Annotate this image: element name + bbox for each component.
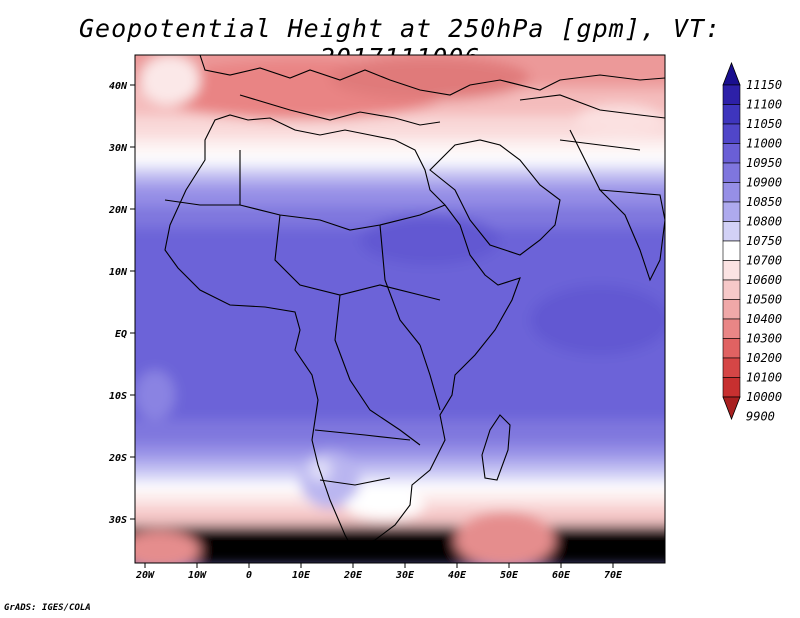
colorbar-swatch (722, 299, 741, 320)
lon-label: 0 (246, 570, 252, 581)
colorbar-swatch (722, 123, 741, 144)
colorbar-label: 11150 (746, 78, 782, 92)
lon-label: 30E (395, 570, 415, 581)
height-field (135, 55, 665, 563)
lon-label: 10W (188, 570, 207, 581)
colorbar-swatch (722, 279, 741, 300)
colorbar-label: 10900 (746, 176, 782, 190)
lat-label: 10S (109, 391, 127, 402)
colorbar-label: 11100 (746, 98, 782, 112)
lat-label: 40N (109, 81, 128, 92)
colorbar-label: 10600 (746, 273, 782, 287)
lat-label: 20S (108, 453, 127, 464)
lat-label: 20N (108, 205, 128, 216)
colorbar-swatch (722, 260, 741, 281)
plot-frame (134, 54, 666, 564)
colorbar-label: 10850 (746, 195, 782, 209)
coastlines (164, 55, 665, 549)
lon-label: 50E (500, 570, 519, 581)
colorbar-swatch (722, 201, 741, 222)
colorbar-label: 10200 (746, 351, 782, 365)
colorbar-label: 10800 (746, 215, 782, 229)
colorbar-swatch (722, 221, 741, 242)
lon-label: 20W (135, 570, 155, 581)
colorbar-label: 10000 (746, 390, 782, 404)
colorbar-label: 10750 (746, 234, 782, 248)
colorbar-label: 10700 (746, 254, 782, 268)
colorbar-label: 10500 (746, 293, 782, 307)
colorbar-label: 10950 (746, 156, 782, 170)
longitude-axis: 20W 10W 0 10E 20E 30E 40E 50E 60E 70E (135, 563, 623, 581)
lon-label: 60E (552, 570, 571, 581)
lon-label: 70E (604, 570, 623, 581)
latitude-axis: 40N 30N 20N 10N EQ 10S 20S 30S (108, 81, 135, 526)
lat-label: 30N (108, 143, 128, 154)
colorbar-swatch (722, 84, 741, 105)
colorbar-label: 10400 (746, 312, 782, 326)
colorbar-top-arrow (722, 61, 741, 86)
lon-label: 10E (292, 570, 311, 581)
lon-label: 20E (343, 570, 363, 581)
colorbar-label: 9900 (746, 410, 775, 424)
credit-text: GrADS: IGES/COLA (4, 603, 91, 613)
colorbar-swatch (722, 377, 741, 398)
colorbar-label: 11050 (746, 117, 782, 131)
lon-label: 40E (448, 570, 467, 581)
lat-label: EQ (115, 329, 127, 340)
colorbar-swatch (722, 338, 741, 359)
colorbar-swatch (722, 182, 741, 203)
colorbar-swatch (722, 104, 741, 125)
colorbar-label: 10300 (746, 332, 782, 346)
colorbar-label: 10100 (746, 371, 782, 385)
colorbar-swatch (722, 318, 741, 339)
colorbar-swatch (722, 357, 741, 378)
colorbar-bottom-arrow (722, 396, 741, 421)
colorbar-swatch (722, 162, 741, 183)
colorbar: 11150 11100 11050 11000 10950 10900 10850 10800… (722, 61, 782, 424)
colorbar-swatch (722, 240, 741, 261)
lat-label: 30S (108, 515, 127, 526)
colorbar-swatch (722, 143, 741, 164)
lat-label: 10N (109, 267, 128, 278)
colorbar-label: 11000 (746, 137, 782, 151)
